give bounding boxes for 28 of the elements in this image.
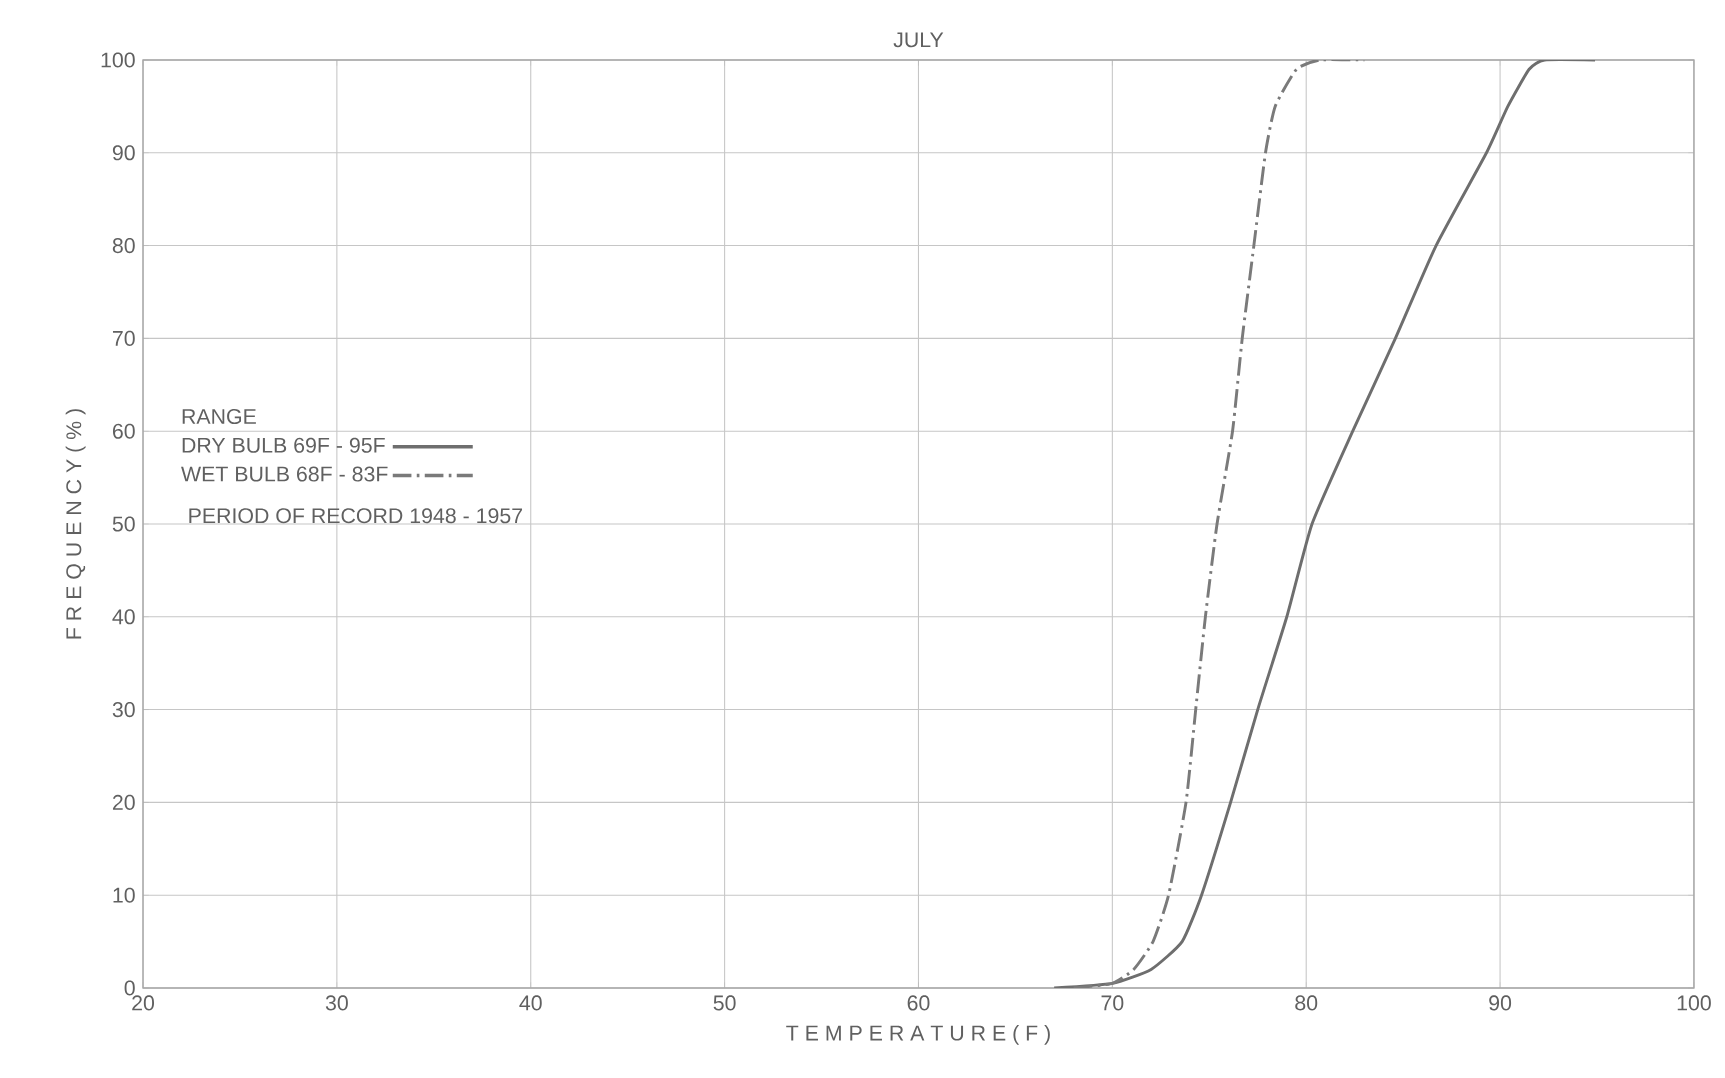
- x-tick-label: 30: [325, 995, 348, 1011]
- x-axis-title: T E M P E R A T U R E ( F ): [786, 1024, 1050, 1045]
- y-tick-label: 70: [112, 330, 135, 346]
- legend-label: WET BULB 68F - 83F: [181, 466, 388, 482]
- y-tick-label: 80: [112, 238, 135, 254]
- y-tick-label: 100: [101, 52, 135, 68]
- legend-title: RANGE: [182, 408, 256, 425]
- x-tick-label: 40: [519, 995, 542, 1011]
- y-axis-title: F R E Q U E N C Y ( % ): [65, 409, 86, 639]
- x-tick-label: 70: [1101, 995, 1124, 1011]
- y-tick-label: 30: [112, 702, 135, 718]
- x-tick-label: 50: [713, 995, 736, 1011]
- y-tick-label: 50: [112, 516, 135, 532]
- y-tick-label: 40: [112, 609, 135, 625]
- x-tick-label: 90: [1489, 995, 1512, 1011]
- legend-label: DRY BULB 69F - 95F: [182, 437, 385, 453]
- x-tick-label: 60: [907, 995, 930, 1011]
- y-tick-label: 20: [112, 794, 135, 810]
- annotation: PERIOD OF RECORD 1948 - 1957: [189, 508, 523, 524]
- y-tick-label: 10: [113, 887, 135, 903]
- y-tick-label: 90: [112, 145, 135, 161]
- y-tick-label: 0: [124, 980, 135, 996]
- x-tick-label: 80: [1295, 995, 1318, 1011]
- line-series: [1052, 59, 1597, 988]
- x-tick-label: 20: [132, 995, 155, 1011]
- x-tick-label: 100: [1677, 995, 1711, 1011]
- chart-title: JULY: [893, 32, 944, 48]
- y-tick-label: 60: [112, 423, 135, 439]
